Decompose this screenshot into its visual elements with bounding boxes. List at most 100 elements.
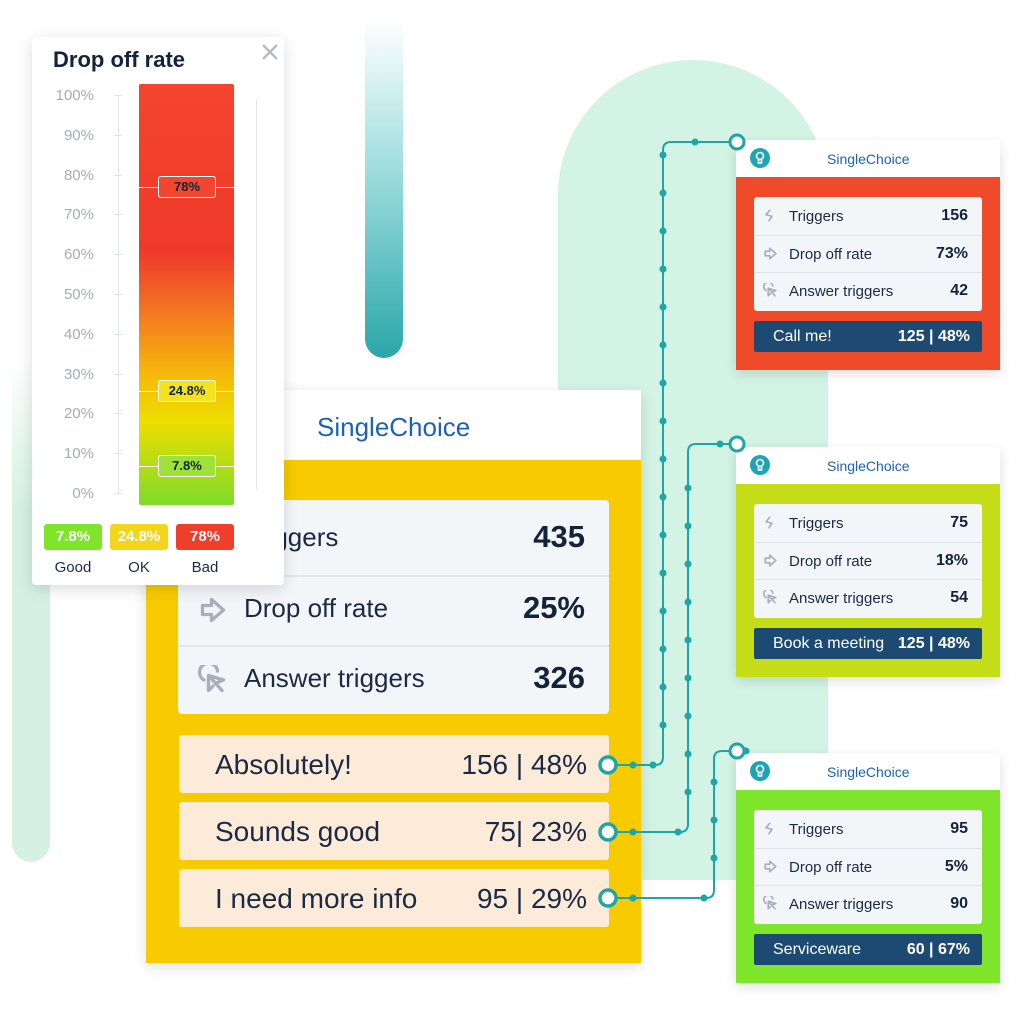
icon-shape bbox=[767, 900, 777, 910]
icon-shape bbox=[764, 553, 777, 567]
side-card: SingleChoice Triggers 75 Drop off rate 18% An… bbox=[736, 447, 1000, 677]
stat-value: 25% bbox=[522, 589, 585, 625]
footer-value: 125 | 48% bbox=[897, 635, 970, 652]
scale-tick bbox=[114, 453, 122, 455]
divider bbox=[178, 645, 609, 647]
connector-end bbox=[598, 755, 618, 775]
connector-dot bbox=[684, 560, 692, 568]
icon-shape bbox=[763, 590, 774, 599]
answer-value: 156 | 48% bbox=[461, 749, 587, 780]
icon-shape bbox=[757, 467, 763, 471]
footer-value: 60 | 67% bbox=[906, 941, 970, 958]
footer-bar: Book a meeting 125 | 48% bbox=[754, 628, 982, 659]
connector-dot bbox=[649, 761, 657, 769]
footer-label: Call me! bbox=[773, 328, 832, 345]
stat-value: 326 bbox=[533, 660, 585, 695]
legend-chip: 78% bbox=[176, 524, 234, 550]
scale-label: 40% bbox=[63, 325, 94, 343]
connector-end bbox=[598, 822, 618, 842]
connector-dot bbox=[684, 788, 692, 796]
icon-shape bbox=[764, 859, 777, 873]
answer-row: Sounds good 75| 23% bbox=[179, 802, 609, 860]
stat-value: 5% bbox=[944, 857, 968, 875]
connector-dot bbox=[684, 636, 692, 644]
stat-label: Answer triggers bbox=[789, 590, 894, 607]
drop-off-panel: Drop off rate 100% 90% 80% 70% 60% 50% 40% 30% 20… bbox=[32, 37, 284, 585]
connector-dot bbox=[659, 531, 667, 539]
stat-value: 156 bbox=[941, 207, 968, 224]
slider-track bbox=[256, 99, 257, 489]
connector-dot bbox=[659, 417, 667, 425]
legend-label: Bad bbox=[191, 559, 219, 576]
connector-dot bbox=[629, 761, 637, 769]
divider bbox=[754, 579, 982, 580]
icon-shape bbox=[755, 151, 765, 161]
connector-dot bbox=[659, 151, 667, 159]
card-title: SingleChoice bbox=[827, 151, 910, 167]
connector-dot bbox=[659, 379, 667, 387]
close-button[interactable] bbox=[261, 43, 279, 61]
icon-shape bbox=[750, 455, 770, 475]
answer-icon bbox=[763, 283, 777, 297]
footer-value: 125 | 48% bbox=[897, 328, 970, 345]
drop-icon bbox=[764, 553, 777, 567]
footer-bar: Call me! 125 | 48% bbox=[754, 321, 982, 352]
divider bbox=[754, 272, 982, 273]
divider bbox=[754, 234, 982, 236]
connector-dot bbox=[716, 440, 724, 448]
card-title: SingleChoice bbox=[827, 764, 910, 780]
scale-tick bbox=[114, 134, 122, 136]
close-icon bbox=[262, 44, 278, 60]
scale-tick bbox=[114, 294, 122, 295]
answer-label: Sounds good bbox=[215, 816, 381, 847]
triggers-icon bbox=[765, 822, 773, 835]
legend-label: Good bbox=[54, 559, 92, 576]
triggers-icon bbox=[765, 516, 773, 529]
answer-row: I need more info 95 | 29% bbox=[179, 869, 609, 927]
scale-label: 90% bbox=[63, 126, 94, 144]
connector-end bbox=[598, 888, 618, 908]
connector-dot bbox=[674, 828, 682, 836]
scale-tick bbox=[114, 493, 122, 494]
connector-dot bbox=[691, 138, 699, 146]
icon-shape bbox=[750, 148, 770, 168]
connector-dot bbox=[659, 569, 667, 577]
answer-icon bbox=[198, 665, 226, 693]
icon-shape bbox=[200, 597, 226, 622]
icon-shape bbox=[198, 665, 220, 682]
connector-dot bbox=[659, 189, 667, 197]
connector-dot bbox=[659, 455, 667, 463]
scale-label: 20% bbox=[63, 405, 94, 423]
stat-value: 73% bbox=[935, 244, 968, 262]
connector-dot bbox=[659, 303, 667, 311]
drop-icon bbox=[200, 597, 226, 622]
connector-dot bbox=[659, 341, 667, 349]
connector-end bbox=[728, 742, 746, 760]
stat-value: 75 bbox=[950, 514, 968, 531]
connector-dot bbox=[659, 645, 667, 653]
stat-label: Answer triggers bbox=[789, 896, 894, 913]
answer-icon bbox=[763, 590, 777, 604]
connector-dot bbox=[710, 816, 718, 824]
scale-label: 70% bbox=[63, 206, 94, 224]
card-header bbox=[736, 140, 1000, 177]
connector-dot bbox=[684, 484, 692, 492]
icon-shape bbox=[757, 160, 763, 164]
connector-dot bbox=[684, 598, 692, 606]
icon-shape bbox=[767, 594, 777, 604]
bulb-icon bbox=[750, 761, 770, 781]
stat-value: 435 bbox=[533, 519, 585, 554]
stat-label: Drop off rate bbox=[789, 858, 873, 876]
marker: 7.8% bbox=[158, 455, 216, 477]
connector-dot bbox=[684, 712, 692, 720]
legend-label: OK bbox=[128, 559, 150, 576]
scale-axis bbox=[118, 95, 119, 495]
stats-box: Triggers 435 Drop off rate 25% Answer trigge… bbox=[178, 500, 609, 714]
scale-label: 30% bbox=[63, 365, 94, 383]
icon-shape bbox=[206, 673, 226, 693]
connector-dot bbox=[629, 894, 637, 902]
icon-shape bbox=[763, 896, 774, 905]
bg-teal-bar bbox=[365, 20, 403, 358]
answer-icon bbox=[763, 896, 777, 910]
